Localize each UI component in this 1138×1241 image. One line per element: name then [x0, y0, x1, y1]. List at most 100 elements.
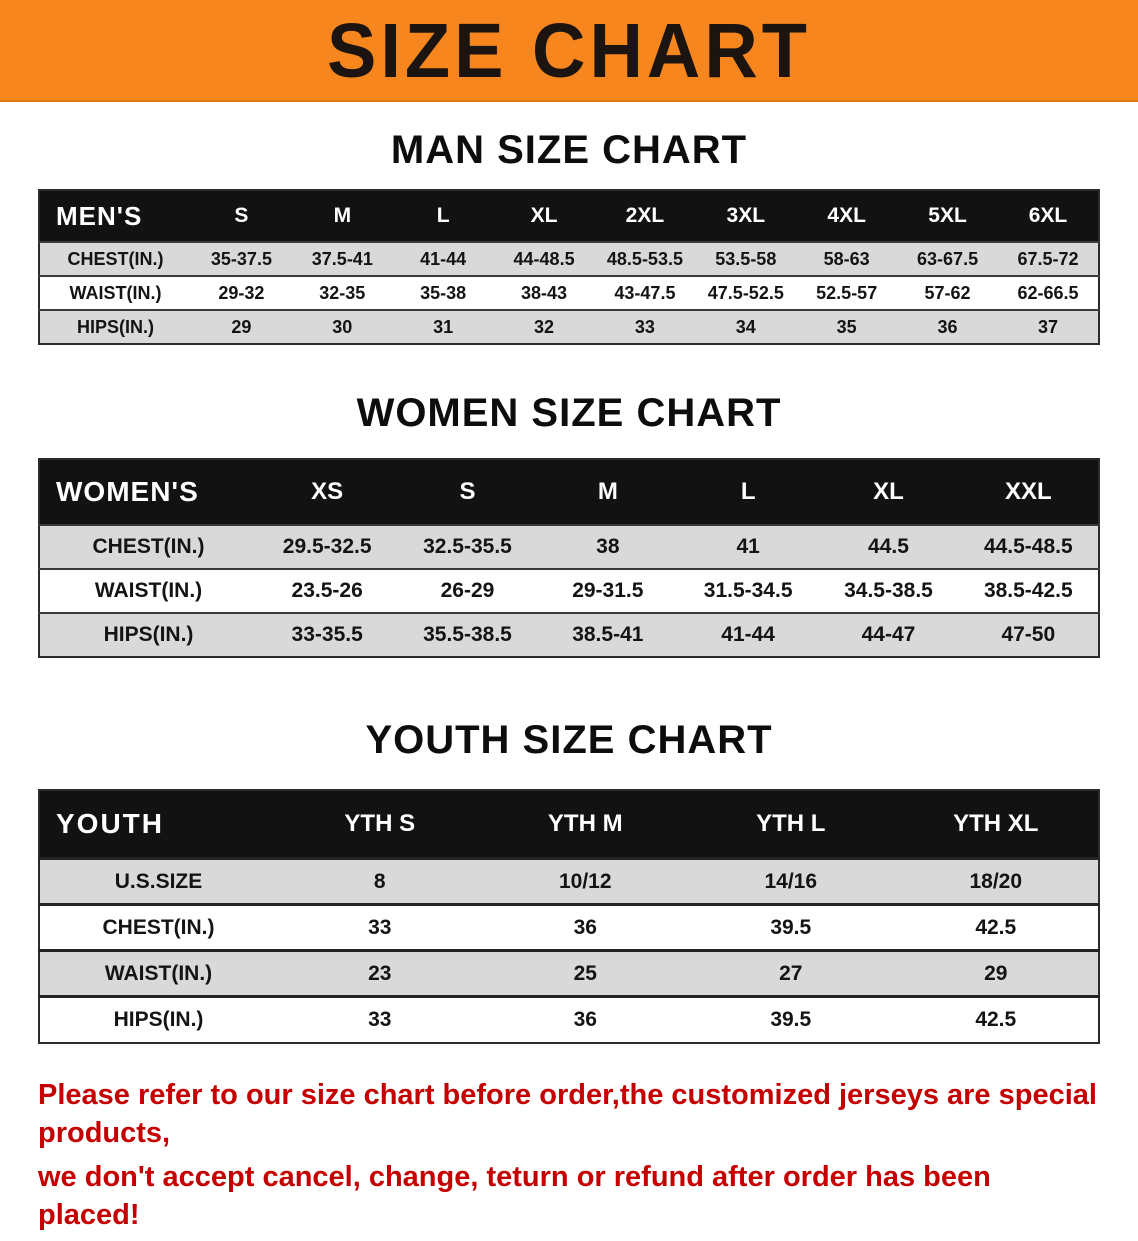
- size-value-cell: 29-31.5: [572, 579, 644, 602]
- size-value-cell: 37.5-41: [311, 248, 373, 269]
- section-title-youth: YOUTH SIZE CHART: [365, 718, 773, 762]
- size-header-cell: YTH XL: [893, 790, 1099, 859]
- row-label: WAIST(IN.): [69, 282, 162, 303]
- size-value-cell: 32: [534, 316, 555, 337]
- table-row: CHEST(IN.) 29.5-32.5 32.5-35.5 38 41 44.5 44.5…: [39, 525, 1099, 569]
- size-value-cell: 52.5-57: [816, 282, 878, 303]
- size-value-cell: 42.5: [975, 915, 1017, 939]
- size-value-cell: 32-35: [319, 282, 366, 303]
- size-header-cell: L: [677, 459, 819, 525]
- size-value-cell: 35: [836, 316, 857, 337]
- size-value-cell: 36: [937, 316, 958, 337]
- notice-line-1: Please refer to our size chart before or…: [38, 1078, 1097, 1149]
- size-value-cell: 38: [596, 535, 620, 558]
- banner: SIZE CHART: [0, 0, 1138, 102]
- size-value-cell: 38.5-41: [572, 623, 644, 646]
- size-value-cell: 29: [984, 961, 1008, 985]
- size-value-cell: 29.5-32.5: [282, 535, 372, 558]
- men-size-table: MEN'S S M L XL 2XL 3XL 4XL 5XL 6XL CHEST(IN.) 35-37…: [38, 189, 1100, 345]
- size-value-cell: 39.5: [770, 1007, 812, 1031]
- size-header-cell: 3XL: [695, 190, 797, 242]
- size-value-cell: 44.5: [868, 535, 909, 558]
- table-row: WAIST(IN.) 29-32 32-35 35-38 38-43 43-47.5 47.…: [39, 276, 1099, 310]
- size-value-cell: 31.5-34.5: [703, 579, 793, 602]
- size-header-cell: 2XL: [594, 190, 696, 242]
- size-value-cell: 29: [231, 316, 252, 337]
- size-value-cell: 47-50: [1001, 623, 1056, 646]
- table-row: WAIST(IN.) 23.5-26 26-29 29-31.5 31.5-34.5 34…: [39, 569, 1099, 613]
- size-value-cell: 42.5: [975, 1007, 1017, 1031]
- size-header-cell: M: [537, 459, 678, 525]
- row-label: CHEST(IN.): [102, 915, 215, 939]
- size-value-cell: 44-47: [861, 623, 916, 646]
- table-row: CHEST(IN.) 33 36 39.5 42.5: [39, 904, 1099, 951]
- size-value-cell: 41: [736, 535, 760, 558]
- size-header-cell: M: [291, 190, 393, 242]
- women-size-table: WOMEN'S XS S M L XL XXL CHEST(IN.) 29.5-32.5 32.5…: [38, 458, 1100, 658]
- size-value-cell: 38.5-42.5: [983, 579, 1073, 602]
- size-value-cell: 34.5-38.5: [844, 579, 933, 602]
- size-value-cell: 67.5-72: [1017, 248, 1079, 269]
- table-header-row: MEN'S S M L XL 2XL 3XL 4XL 5XL 6XL: [39, 190, 1099, 242]
- size-value-cell: 34: [735, 316, 756, 337]
- size-value-cell: 14/16: [764, 869, 818, 893]
- youth-size-table: YOUTH YTH S YTH M YTH L YTH XL U.S.SIZE 8 10/12…: [38, 789, 1100, 1044]
- size-value-cell: 44.5-48.5: [983, 535, 1073, 558]
- size-value-cell: 32.5-35.5: [423, 535, 512, 558]
- section-title-men: MAN SIZE CHART: [390, 128, 748, 172]
- size-value-cell: 35-38: [420, 282, 467, 303]
- size-header-cell: XS: [257, 459, 398, 525]
- size-header-cell: YTH L: [688, 790, 894, 859]
- size-value-cell: 36: [573, 915, 597, 939]
- size-value-cell: 47.5-52.5: [707, 282, 784, 303]
- size-header-cell: YTH M: [482, 790, 688, 859]
- row-label: HIPS(IN.): [103, 623, 194, 646]
- size-value-cell: 39.5: [770, 915, 812, 939]
- section-youth: YOUTH SIZE CHART YOUTH YTH S YTH M YTH L YTH…: [0, 718, 1138, 1044]
- table-row: HIPS(IN.) 29 30 31 32 33 34 35 36 37: [39, 310, 1099, 344]
- size-header-cell: L: [392, 190, 494, 242]
- size-value-cell: 35-37.5: [210, 248, 272, 269]
- row-label: CHEST(IN.): [67, 248, 164, 269]
- table-row: HIPS(IN.) 33 36 39.5 42.5: [39, 996, 1099, 1043]
- size-header-cell: 4XL: [796, 190, 898, 242]
- size-value-cell: 25: [573, 961, 597, 985]
- notice-line-2: we don't accept cancel, change, teturn o…: [38, 1161, 991, 1232]
- row-label: U.S.SIZE: [114, 869, 203, 893]
- table-header-row: WOMEN'S XS S M L XL XXL: [39, 459, 1099, 525]
- size-header-cell: S: [397, 459, 538, 525]
- size-value-cell: 27: [779, 961, 803, 985]
- size-value-cell: 30: [332, 316, 353, 337]
- table-row: WAIST(IN.) 23 25 27 29: [39, 950, 1099, 997]
- row-label: HIPS(IN.): [113, 1007, 204, 1031]
- size-value-cell: 35.5-38.5: [423, 623, 512, 646]
- row-label: WAIST(IN.): [104, 961, 213, 985]
- size-value-cell: 10/12: [558, 869, 612, 893]
- size-value-cell: 43-47.5: [614, 282, 676, 303]
- size-value-cell: 23: [368, 961, 392, 985]
- footer-notice: Please refer to our size chart before or…: [38, 1076, 1100, 1235]
- size-value-cell: 26-29: [440, 579, 495, 602]
- size-value-cell: 44-48.5: [513, 248, 575, 269]
- table-title-cell: YOUTH: [39, 790, 277, 859]
- table-row: HIPS(IN.) 33-35.5 35.5-38.5 38.5-41 41-44 44-…: [39, 613, 1099, 657]
- size-value-cell: 36: [573, 1007, 597, 1031]
- table-title-cell: MEN'S: [39, 190, 191, 242]
- row-label: CHEST(IN.): [92, 535, 205, 558]
- table-header-row: YOUTH YTH S YTH M YTH L YTH XL: [39, 790, 1099, 859]
- size-header-cell: 6XL: [998, 190, 1099, 242]
- section-women: WOMEN SIZE CHART WOMEN'S XS S M L XL XXL CHEST(…: [0, 391, 1138, 658]
- size-value-cell: 63-67.5: [917, 248, 979, 269]
- size-value-cell: 23.5-26: [291, 579, 363, 602]
- size-value-cell: 41-44: [721, 623, 775, 646]
- size-value-cell: 33: [368, 1007, 392, 1031]
- size-value-cell: 33-35.5: [291, 623, 363, 646]
- size-header-cell: YTH S: [277, 790, 483, 859]
- table-row: U.S.SIZE 8 10/12 14/16 18/20: [39, 858, 1099, 905]
- row-label: HIPS(IN.): [76, 316, 154, 337]
- size-header-cell: 5XL: [897, 190, 998, 242]
- size-value-cell: 8: [373, 869, 386, 893]
- size-value-cell: 31: [433, 316, 454, 337]
- size-header-cell: XL: [818, 459, 959, 525]
